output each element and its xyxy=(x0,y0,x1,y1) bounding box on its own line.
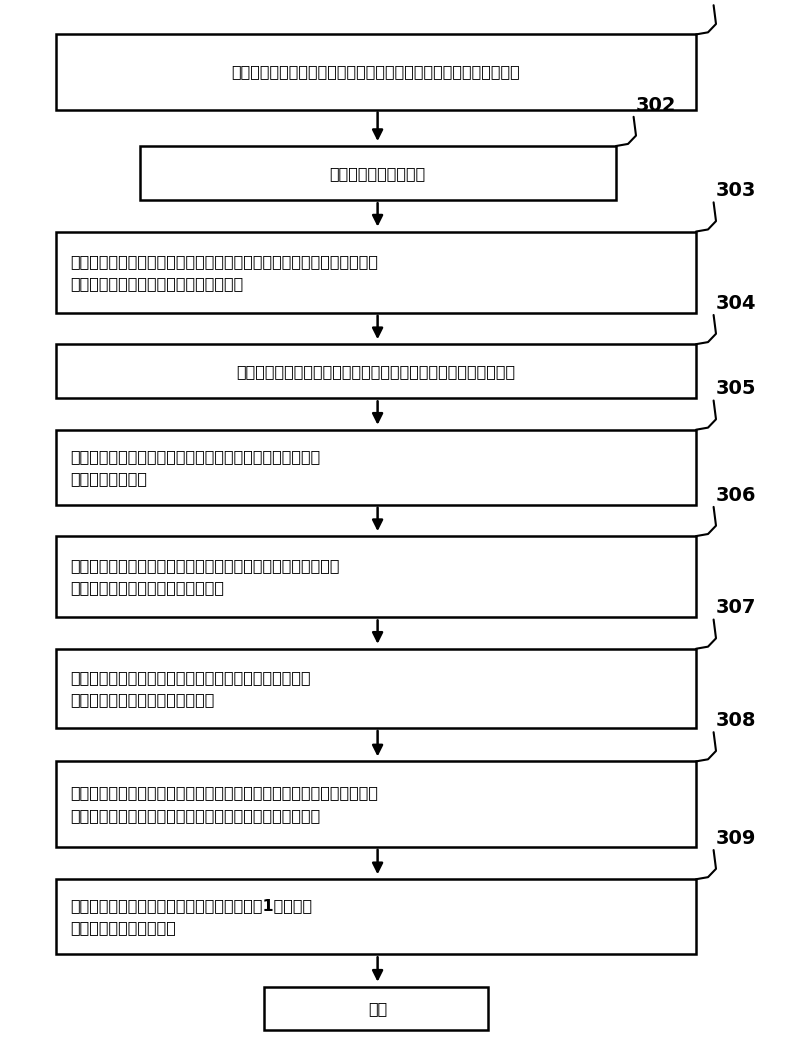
FancyBboxPatch shape xyxy=(56,761,696,847)
FancyBboxPatch shape xyxy=(56,649,696,728)
Text: 工作辊轴向移动位置值已到目标值，稳定轧制1分钟，关
闭工作辊轴向移动控制。: 工作辊轴向移动位置值已到目标值，稳定轧制1分钟，关 闭工作辊轴向移动控制。 xyxy=(70,898,313,936)
FancyBboxPatch shape xyxy=(264,987,488,1030)
FancyBboxPatch shape xyxy=(56,536,696,617)
FancyBboxPatch shape xyxy=(56,430,696,505)
Text: 304: 304 xyxy=(716,294,757,313)
Text: 采集工作辊特性数据：: 采集工作辊特性数据： xyxy=(330,166,426,180)
Text: 根据机组生产特性：低速轧制带钢时，保持带钢板形稳定，
确定带钢恒速度。: 根据机组生产特性：低速轧制带钢时，保持带钢板形稳定， 确定带钢恒速度。 xyxy=(70,448,321,486)
FancyBboxPatch shape xyxy=(140,146,616,200)
Text: 301: 301 xyxy=(716,0,757,3)
Text: 结束: 结束 xyxy=(368,1001,387,1016)
FancyBboxPatch shape xyxy=(56,34,696,110)
Text: 307: 307 xyxy=(716,599,756,617)
Text: 根据已经确定总移动次数和总移动时间，及工作辊轴向移
动速度，确定每次移动间隔时间。: 根据已经确定总移动次数和总移动时间，及工作辊轴向移 动速度，确定每次移动间隔时间… xyxy=(70,670,311,707)
Text: 下一带钢进入机架开始轧制，启动工作辊轴向移动控制，根据每次间隔时
间和总移动次数，输出工作辊轴向移动位置值和移动方向。: 下一带钢进入机架开始轧制，启动工作辊轴向移动控制，根据每次间隔时 间和总移动次数… xyxy=(70,785,378,823)
FancyBboxPatch shape xyxy=(56,232,696,313)
Text: 根据工作辊轴向移动总长度和每次移动变化量，确定总移动次数。: 根据工作辊轴向移动总长度和每次移动变化量，确定总移动次数。 xyxy=(237,364,515,379)
Text: 303: 303 xyxy=(716,181,756,200)
Text: 定义带钢厚度等级和宽度等级，建立工作辊轴向移动位置设定值表。: 定义带钢厚度等级和宽度等级，建立工作辊轴向移动位置设定值表。 xyxy=(232,65,520,79)
FancyBboxPatch shape xyxy=(56,344,696,398)
Text: 302: 302 xyxy=(636,96,677,115)
Text: 308: 308 xyxy=(716,711,757,730)
Text: 309: 309 xyxy=(716,829,756,848)
Text: 305: 305 xyxy=(716,380,757,398)
Text: 根据正常轧制时、收集的当前轧制带钢实际值和准备轧制带钢的设定值，
确定工作辊轴向移动总长度和移动方向。: 根据正常轧制时、收集的当前轧制带钢实际值和准备轧制带钢的设定值， 确定工作辊轴向… xyxy=(70,253,378,291)
Text: 设定一个带钢通过轧制长度，根据恒速度及设定的带钢通过轧制
长度，确定工作辊轴向移动总时间。: 设定一个带钢通过轧制长度，根据恒速度及设定的带钢通过轧制 长度，确定工作辊轴向移… xyxy=(70,558,340,596)
Text: 306: 306 xyxy=(716,486,757,505)
FancyBboxPatch shape xyxy=(56,879,696,954)
